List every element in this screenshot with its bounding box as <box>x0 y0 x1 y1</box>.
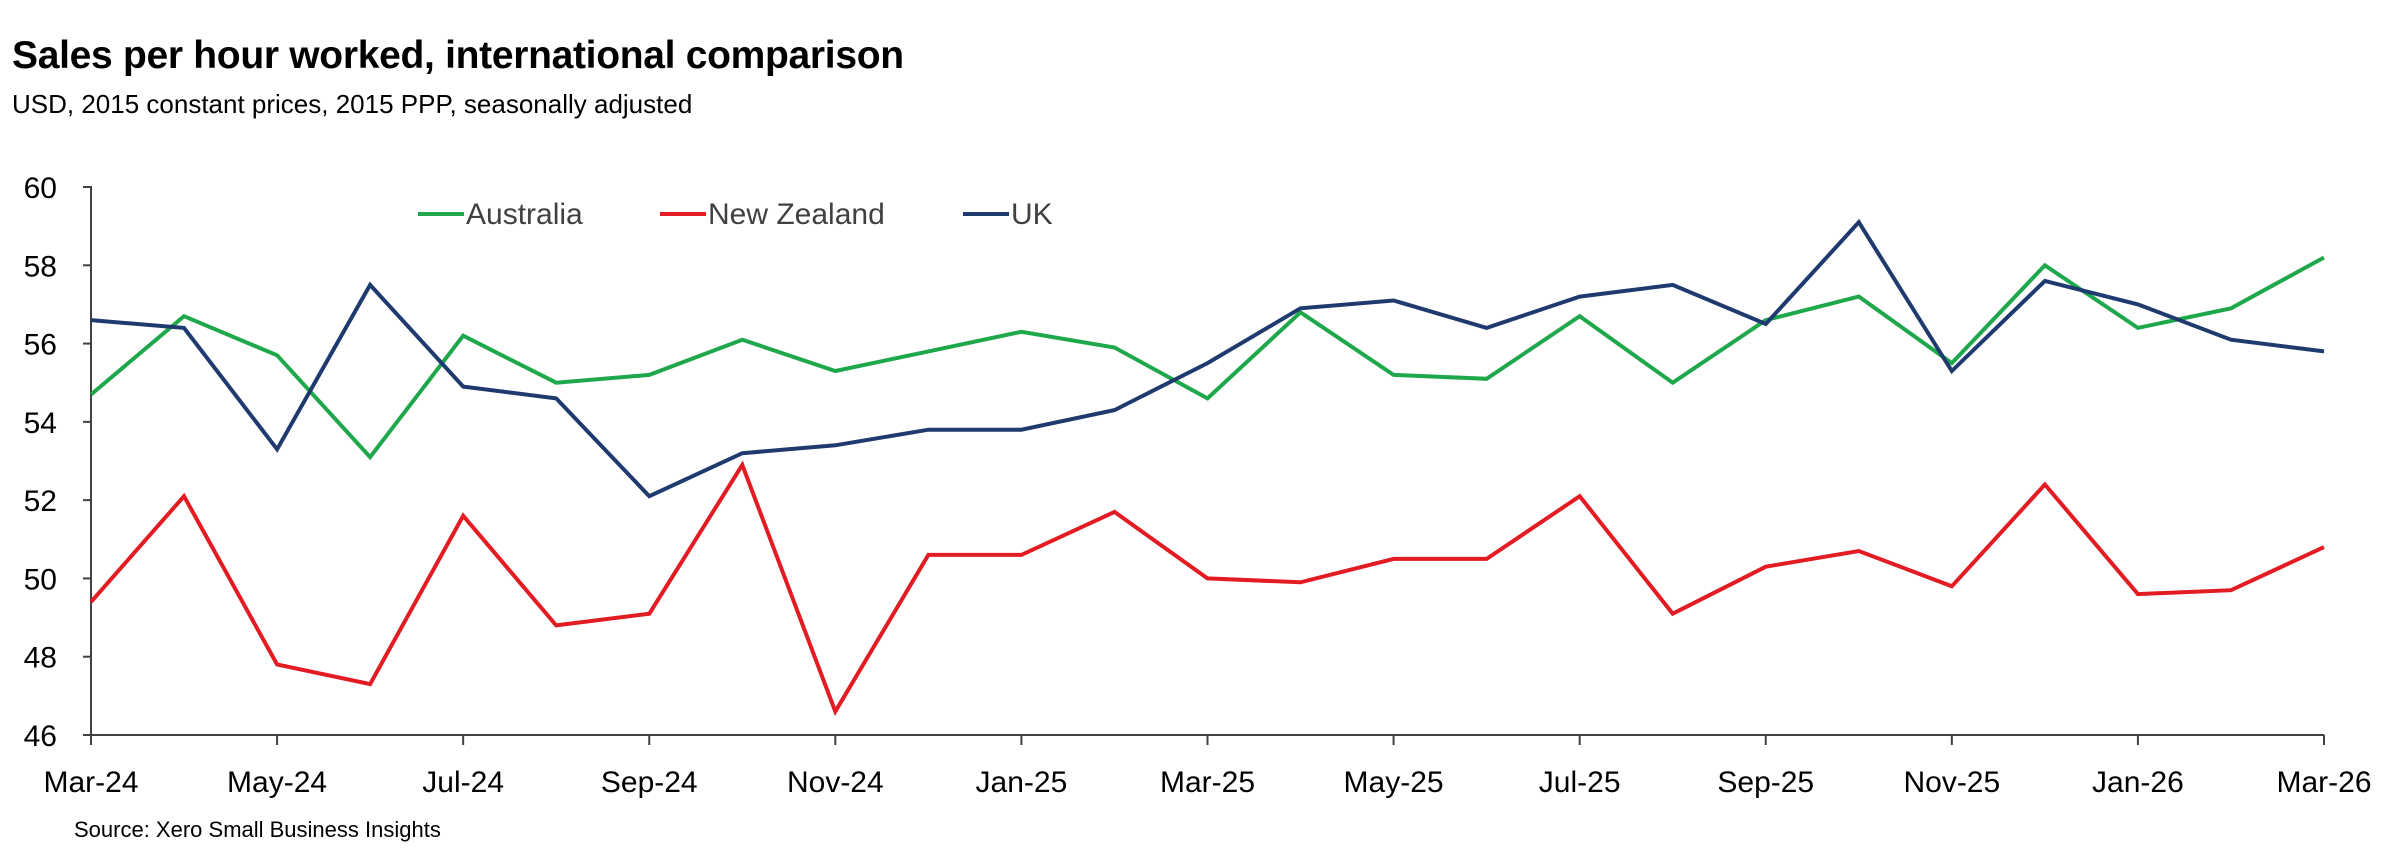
x-tick-label: May-25 <box>1344 766 1444 799</box>
x-tick-label: Sep-24 <box>601 766 698 799</box>
y-tick-label: 60 <box>24 172 57 205</box>
x-tick-label: Nov-25 <box>1903 766 2000 799</box>
chart-series <box>89 218 2325 717</box>
legend-label-uk: UK <box>1011 198 1053 231</box>
y-tick-label: 58 <box>24 250 57 283</box>
x-tick-label: Jan-25 <box>976 766 1068 799</box>
chart-source: Source: Xero Small Business Insights <box>74 817 441 842</box>
x-tick-label: Jan-26 <box>2092 766 2184 799</box>
y-tick-label: 46 <box>24 720 57 753</box>
y-tick-label: 48 <box>24 642 57 675</box>
y-tick-label: 54 <box>24 407 57 440</box>
series-line-new-zealand <box>89 460 2325 717</box>
x-tick-label: May-24 <box>227 766 327 799</box>
y-tick-label: 52 <box>24 485 57 518</box>
x-tick-label: Nov-24 <box>787 766 884 799</box>
legend-label-australia: Australia <box>466 198 583 231</box>
chart-subtitle: USD, 2015 constant prices, 2015 PPP, sea… <box>12 89 693 119</box>
x-tick-label: Jul-25 <box>1539 766 1621 799</box>
chart-legend: Australia New Zealand UK <box>418 198 1053 231</box>
chart-axes: 46 48 50 52 54 56 58 60 Mar-24 May-24 Jul-24 Sep-24… <box>24 172 2372 799</box>
y-tick-label: 50 <box>24 563 57 596</box>
y-tick-label: 56 <box>24 329 57 362</box>
x-tick-label: Sep-25 <box>1717 766 1814 799</box>
x-tick-label: Mar-26 <box>2276 766 2371 799</box>
series-line-uk <box>90 218 2325 499</box>
x-tick-label: Jul-24 <box>422 766 504 799</box>
x-tick-label: Mar-24 <box>43 766 138 799</box>
series-line-australia <box>89 255 2325 461</box>
legend-label-new-zealand: New Zealand <box>708 198 885 231</box>
chart-title: Sales per hour worked, international com… <box>12 34 904 77</box>
x-tick-label: Mar-25 <box>1160 766 1255 799</box>
